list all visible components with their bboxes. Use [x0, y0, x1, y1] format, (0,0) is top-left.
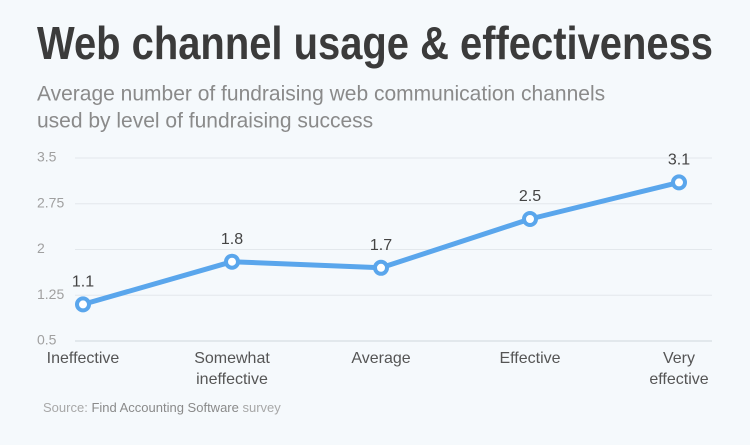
y-tick-label: 1.25: [37, 286, 64, 302]
x-tick-label: Effective: [499, 350, 560, 367]
chart-subtitle: used by level of fundraising success: [37, 110, 373, 133]
data-label: 1.8: [221, 231, 243, 248]
marker: [522, 211, 538, 227]
x-tick-label: Very effective: [649, 350, 708, 388]
chart-title: Web channel usage & effectiveness: [37, 17, 713, 69]
marker: [373, 259, 389, 276]
y-tick-label: 2: [37, 240, 45, 256]
data-label: 1.7: [370, 237, 392, 254]
source-note: Source: Find Accounting Software survey: [43, 400, 281, 415]
data-label: 1.1: [72, 274, 94, 291]
source-name: Find Accounting Software: [91, 400, 238, 415]
marker: [224, 253, 240, 270]
source-suffix: survey: [242, 400, 281, 415]
x-tick-label: Average: [351, 350, 410, 367]
source-prefix: Source:: [43, 400, 88, 415]
x-tick-label: Somewhat ineffective: [194, 350, 270, 388]
marker: [75, 296, 91, 313]
data-label: 3.1: [668, 152, 690, 169]
data-label: 2.5: [519, 188, 541, 205]
marker: [671, 174, 687, 191]
x-tick-label: Ineffective: [47, 350, 120, 367]
y-tick-label: 0.5: [37, 332, 57, 348]
chart-subtitle: Average number of fundraising web commun…: [37, 83, 605, 106]
y-tick-label: 2.75: [37, 194, 64, 210]
y-tick-label: 3.5: [37, 149, 57, 165]
